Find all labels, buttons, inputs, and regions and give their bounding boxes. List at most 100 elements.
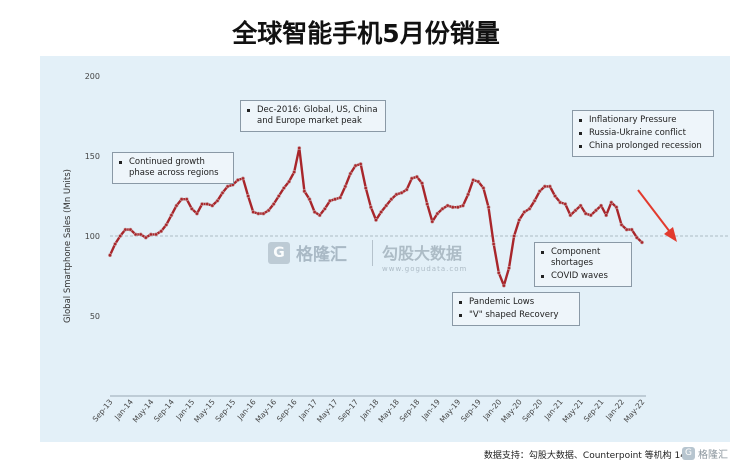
data-point [573, 208, 578, 213]
logo-icon: G [682, 447, 695, 460]
data-point [235, 178, 240, 182]
y-tick-label: 150 [85, 152, 100, 161]
page-title: 全球智能手机5月份销量 [232, 19, 500, 48]
data-point [491, 242, 496, 246]
x-tick-label: May-20 [499, 397, 524, 424]
data-point [154, 232, 158, 237]
x-tick-label: Sep-15 [213, 397, 237, 423]
chart-panel: 50 100 150 200 Sep-13 Jan-14 May-14 Sep-14 Jan-… [40, 56, 730, 442]
data-point [184, 197, 189, 202]
data-point [210, 203, 215, 208]
x-tick-label: May-19 [438, 397, 463, 424]
data-point [553, 194, 557, 198]
data-point [118, 234, 123, 238]
data-point [374, 218, 378, 222]
annotation-growth: Continued growth phase across regions [112, 152, 234, 184]
data-point [399, 190, 404, 195]
x-tick-label: May-22 [622, 397, 647, 424]
data-point [609, 200, 614, 205]
data-point [353, 163, 358, 168]
data-point [563, 202, 568, 206]
data-point [113, 242, 118, 246]
x-tick-label: Sep-19 [459, 397, 483, 423]
data-point [522, 210, 527, 214]
data-point [389, 197, 394, 202]
data-point [282, 186, 286, 190]
data-point [614, 205, 619, 210]
data-point [583, 211, 588, 216]
data-point [348, 171, 353, 176]
y-tick-label: 50 [90, 312, 100, 321]
x-tick-labels: Sep-13Jan-14May-14Sep-14Jan-15May-15Sep-… [91, 397, 647, 424]
annotation-growth-item: Continued growth phase across regions [119, 157, 227, 179]
data-point [588, 213, 593, 218]
data-point [292, 170, 297, 174]
data-point [420, 181, 424, 186]
data-point [532, 198, 537, 203]
data-point [159, 229, 164, 234]
x-tick-label: May-21 [560, 397, 585, 424]
data-point [322, 206, 327, 211]
data-point [486, 205, 491, 210]
data-point [599, 203, 603, 208]
data-point [604, 213, 609, 218]
x-tick-label: May-14 [131, 397, 156, 424]
data-point [548, 184, 552, 189]
annotation-component: Component shortages COVID waves [534, 242, 632, 287]
source-footer: 数据支持：勾股大数据、Counterpoint 等机构 14 [483, 451, 686, 461]
data-point [200, 202, 204, 206]
grid-layer [110, 235, 730, 397]
data-point [225, 184, 230, 189]
annotation-component-item: Component shortages [541, 247, 625, 269]
annotation-recent-item: China prolonged recession [579, 141, 707, 152]
annotation-recent: Inflationary Pressure Russia-Ukraine con… [572, 110, 714, 157]
data-point [568, 213, 573, 218]
data-point [384, 203, 389, 208]
data-point [169, 213, 174, 218]
annotation-peak-item: Dec-2016: Global, US, China and Europe m… [247, 105, 379, 127]
data-point [445, 203, 450, 208]
watermark-left: G 格隆汇 [268, 240, 347, 265]
data-point [450, 205, 455, 210]
data-point [164, 222, 169, 227]
data-point [302, 189, 307, 194]
data-point [415, 174, 419, 179]
data-point [179, 197, 184, 202]
data-point [629, 227, 634, 232]
data-markers [108, 146, 644, 288]
data-point [435, 211, 440, 216]
line-chart: 50 100 150 200 Sep-13Jan-14May-14Sep-14Jan-… [63, 72, 730, 424]
data-point [246, 194, 251, 198]
watermark-left-text: 格隆汇 [296, 245, 347, 265]
y-axis-label: Global Smartphone Sales (Mn Units) [63, 169, 73, 323]
data-point [507, 266, 511, 270]
data-point [501, 283, 506, 288]
data-point [517, 218, 522, 222]
data-point [241, 176, 245, 181]
data-point [123, 227, 128, 232]
y-tick-label: 100 [85, 232, 100, 241]
data-point [578, 203, 583, 208]
annotation-pandemic-item: Pandemic Lows [459, 297, 573, 308]
data-point [481, 186, 486, 190]
data-point [338, 195, 343, 200]
data-point [220, 190, 225, 195]
annotation-pandemic: Pandemic Lows "V" shaped Recovery [452, 292, 580, 326]
data-point [215, 198, 220, 203]
data-point [430, 219, 435, 224]
data-point [333, 197, 337, 202]
data-point [317, 213, 322, 218]
data-point [343, 184, 348, 189]
annotation-recent-item: Inflationary Pressure [579, 115, 707, 126]
data-point [537, 189, 542, 194]
watermark-separator [372, 240, 373, 266]
x-tick-label: May-16 [254, 397, 279, 424]
x-tick-label: Sep-13 [91, 397, 115, 423]
data-point [455, 205, 460, 210]
data-point [287, 179, 291, 184]
data-point [624, 227, 629, 232]
data-point [394, 192, 399, 197]
data-point [404, 187, 409, 192]
data-point [138, 232, 143, 237]
data-point [205, 202, 210, 206]
